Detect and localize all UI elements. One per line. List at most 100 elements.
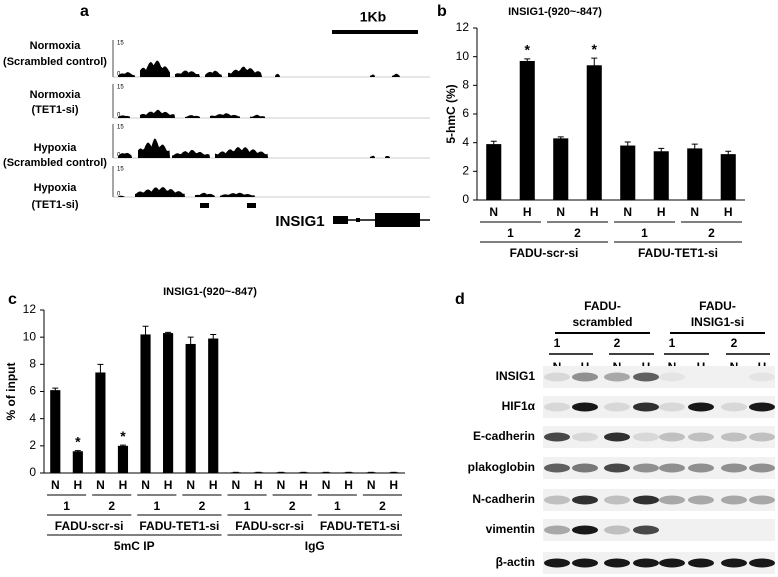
track-signal — [275, 73, 280, 77]
track-label: (Scrambled control) — [3, 56, 107, 68]
y-tick-label: 0 — [29, 465, 36, 479]
group-label: 1 — [153, 499, 160, 513]
group-label: 2 — [108, 499, 115, 513]
group-label: 5mC IP — [114, 539, 155, 553]
annotation: * — [120, 428, 126, 444]
track-signal — [215, 147, 268, 158]
blot-band — [544, 372, 570, 382]
error-bar — [524, 58, 531, 64]
blot-band — [604, 495, 630, 505]
blot-strip — [543, 457, 775, 479]
blot-band — [721, 558, 747, 568]
x-tick-label: N — [623, 205, 632, 219]
track-label: Hypoxia — [34, 142, 78, 154]
blot-band — [721, 432, 747, 442]
track-signal — [118, 72, 135, 77]
blot-band — [721, 495, 747, 505]
y-tick-label: 6 — [29, 384, 36, 398]
blot-band — [633, 495, 659, 505]
protein-label: β-actin — [496, 555, 535, 569]
group-label: INSIG1-si — [691, 315, 744, 329]
replicate-label: 1 — [554, 336, 561, 350]
group-label: FADU- — [699, 299, 736, 313]
y-axis-label: 5-hmC (%) — [444, 84, 458, 143]
protein-label: N-cadherin — [472, 492, 535, 506]
y-tick-label: 6 — [462, 106, 469, 120]
track-label: (TET1-si) — [31, 199, 78, 211]
y-tick-label: 12 — [456, 20, 470, 34]
blot-band — [572, 525, 598, 535]
blot-band — [688, 402, 714, 412]
track-signal — [135, 187, 185, 197]
group-label: IgG — [305, 539, 325, 553]
x-tick-label: H — [119, 478, 128, 492]
bar — [208, 338, 219, 473]
blot-band — [749, 463, 775, 473]
blot-band — [749, 402, 775, 412]
track-signal — [205, 70, 222, 77]
blot-band — [572, 558, 598, 568]
y-tick-label: 10 — [456, 49, 470, 63]
panel-letter: a — [80, 3, 89, 20]
bar — [95, 372, 106, 473]
track-signal — [385, 155, 390, 158]
y-tick-label: 12 — [23, 302, 37, 316]
error-bar — [52, 387, 59, 393]
track-signal — [138, 138, 170, 158]
x-tick-label: H — [724, 205, 733, 219]
bar — [185, 343, 196, 473]
track-label: Hypoxia — [34, 182, 78, 194]
y-tick-label: 4 — [462, 135, 469, 149]
error-bar — [591, 57, 598, 73]
bar — [72, 451, 83, 473]
annotation: * — [75, 433, 81, 449]
track-label: (TET1-si) — [31, 104, 78, 116]
blot-band — [633, 432, 659, 442]
track-signal — [118, 115, 130, 118]
x-tick-label: H — [209, 478, 218, 492]
y-tick-label: 0 — [462, 192, 469, 206]
track-signal — [118, 152, 132, 158]
blot-band — [633, 463, 659, 473]
protein-label: vimentin — [486, 522, 535, 536]
track-signal — [370, 155, 375, 158]
group-label: scrambled — [572, 315, 632, 329]
y-axis-label: % of input — [4, 363, 18, 421]
y-tick-label: 2 — [462, 164, 469, 178]
track-scale: 15 — [117, 167, 124, 173]
group-label: 2 — [574, 226, 581, 240]
x-tick-label: N — [96, 478, 105, 492]
x-tick-label: H — [523, 205, 532, 219]
blot-band — [633, 525, 659, 535]
x-tick-label: N — [489, 205, 498, 219]
protein-label: E-cadherin — [473, 429, 535, 443]
error-bar — [691, 143, 698, 153]
protein-label: INSIG1 — [496, 369, 536, 383]
blot-band — [572, 432, 598, 442]
group-label: 1 — [244, 499, 251, 513]
x-tick-label: N — [277, 478, 286, 492]
bar — [586, 65, 602, 201]
bar — [620, 145, 636, 200]
error-bar — [97, 363, 104, 381]
replicate-label: 1 — [669, 336, 676, 350]
blot-band — [604, 558, 630, 568]
x-tick-label: H — [164, 478, 173, 492]
blot-band — [633, 402, 659, 412]
blot-band — [544, 495, 570, 505]
error-bar — [119, 444, 126, 447]
bar — [720, 154, 736, 200]
error-bar — [210, 333, 217, 343]
x-tick-label: N — [186, 478, 195, 492]
blot-band — [633, 372, 659, 382]
track-signal — [140, 109, 175, 118]
track-signal — [392, 73, 400, 77]
error-bar — [557, 136, 564, 140]
blot-band — [688, 463, 714, 473]
blot-band — [659, 402, 685, 412]
blot-band — [659, 463, 685, 473]
blot-band — [544, 525, 570, 535]
region-box — [247, 203, 256, 208]
y-tick-label: 4 — [29, 411, 36, 425]
panel-letter: c — [8, 291, 17, 308]
